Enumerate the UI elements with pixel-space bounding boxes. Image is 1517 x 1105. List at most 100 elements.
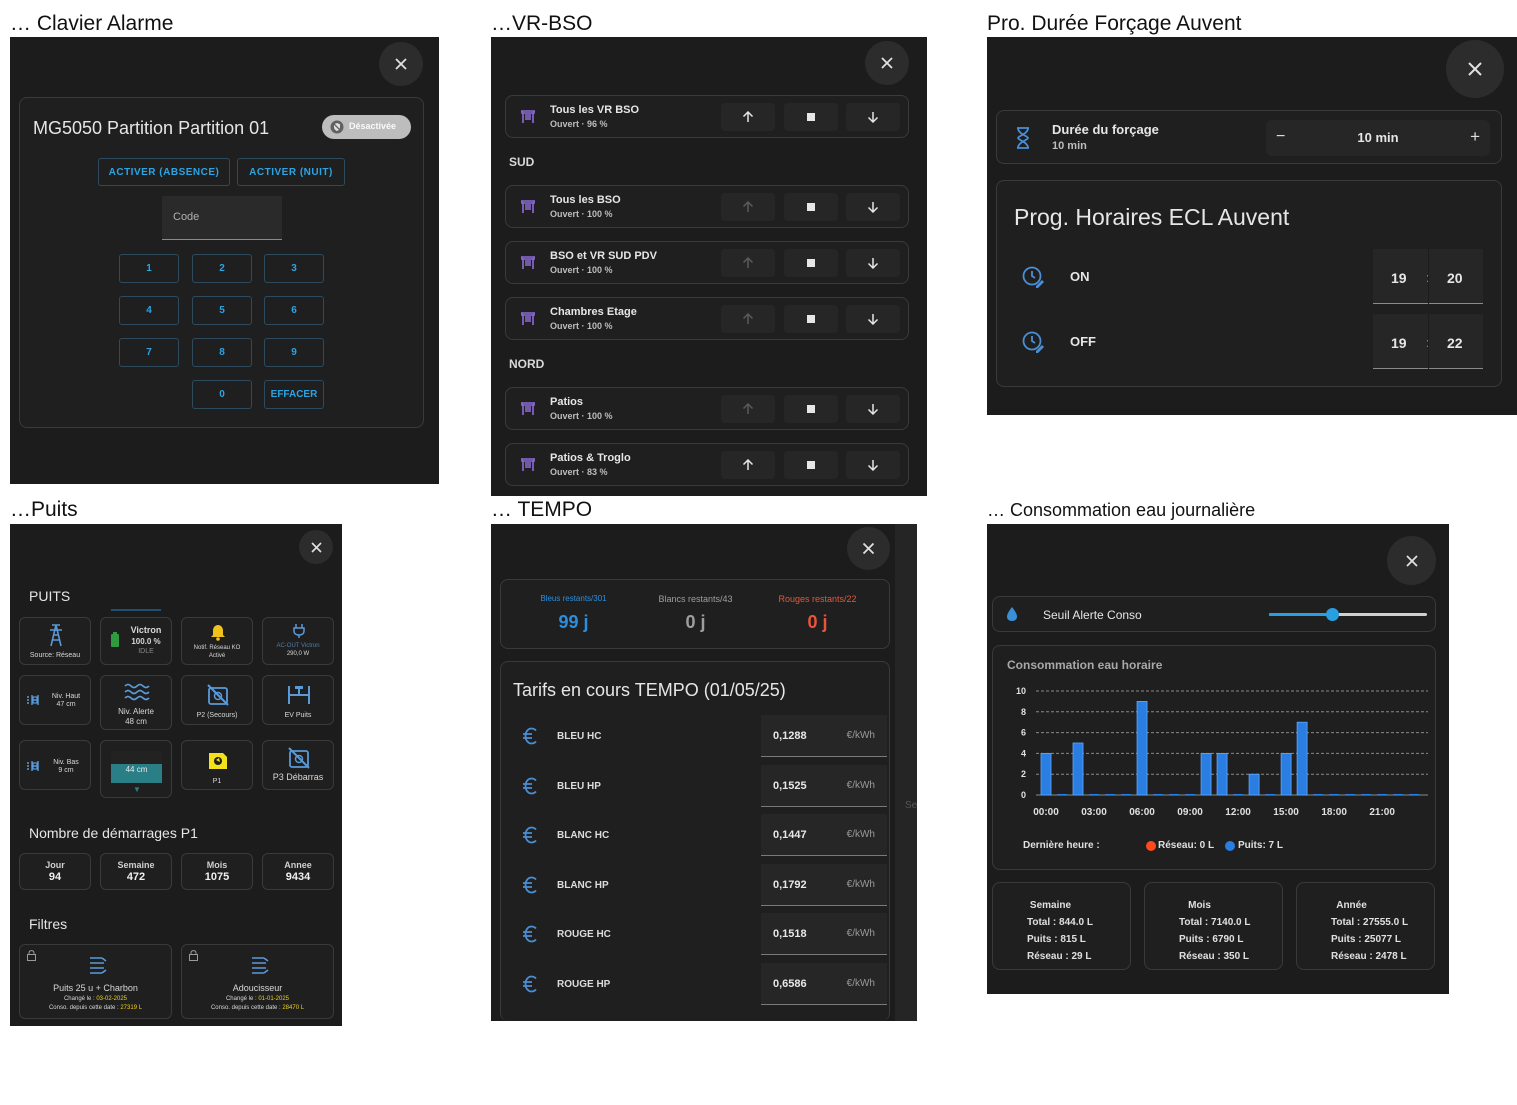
key-9[interactable]: 9 bbox=[264, 338, 324, 367]
close-cover-button[interactable] bbox=[846, 305, 900, 333]
close-button[interactable] bbox=[379, 42, 423, 86]
tarif-row: BLANC HP 0,1792 €/kWh bbox=[511, 863, 887, 906]
ev-label: EV Puits bbox=[284, 712, 312, 719]
stop-button[interactable] bbox=[784, 305, 838, 333]
tarif-name: ROUGE HC bbox=[557, 929, 611, 941]
close-button[interactable] bbox=[299, 530, 333, 564]
tile-niv-alerte[interactable]: Niv. Alerte 48 cm bbox=[100, 675, 172, 730]
close-cover-button[interactable] bbox=[846, 451, 900, 479]
tile-p2[interactable]: P2 (Secours) bbox=[181, 675, 253, 725]
close-button[interactable] bbox=[1446, 40, 1504, 98]
tile-niv-bas[interactable]: Niv. Bas 9 cm bbox=[19, 740, 91, 790]
clear-button[interactable]: EFFACER bbox=[264, 380, 324, 409]
tarif-field[interactable]: 0,1518 €/kWh bbox=[761, 913, 887, 956]
tile-source-label: Source: Réseau bbox=[29, 652, 81, 659]
clock-edit-icon bbox=[1022, 266, 1044, 288]
close-cover-button[interactable] bbox=[846, 193, 900, 221]
code-placeholder: Code bbox=[173, 211, 200, 223]
stop-button[interactable] bbox=[784, 451, 838, 479]
filter-card[interactable]: Adoucisseur Changé le : 01-01-2025 Conso… bbox=[181, 944, 334, 1019]
duration-sub: 10 min bbox=[1052, 140, 1087, 152]
close-icon bbox=[395, 58, 407, 70]
tile-victron[interactable]: Victron 100.0 % IDLE bbox=[100, 617, 172, 665]
acout-label: AC-OUT Victron bbox=[276, 643, 320, 649]
tarif-field[interactable]: 0,1288 €/kWh bbox=[761, 715, 887, 757]
close-button[interactable] bbox=[865, 41, 909, 85]
decrement-button[interactable]: − bbox=[1276, 128, 1286, 145]
cover-row[interactable]: Tous les BSO Ouvert · 100 % bbox=[505, 185, 909, 228]
cover-state: Ouvert · 96 % bbox=[550, 119, 608, 129]
stat-card-semaine: Semaine Total : 844.0 L Puits : 815 L Ré… bbox=[992, 882, 1131, 970]
key-7[interactable]: 7 bbox=[119, 338, 179, 367]
key-2[interactable]: 2 bbox=[192, 254, 252, 283]
open-button[interactable] bbox=[721, 193, 775, 221]
stop-button[interactable] bbox=[784, 249, 838, 277]
p1-label: P1 bbox=[212, 778, 222, 785]
filter-card[interactable]: Puits 25 u + Charbon Changé le : 03-02-2… bbox=[19, 944, 172, 1019]
duration-stepper[interactable]: − 10 min + bbox=[1266, 120, 1490, 156]
increment-button[interactable]: + bbox=[1470, 127, 1480, 146]
tarif-field[interactable]: 0,1525 €/kWh bbox=[761, 764, 887, 807]
niv-alerte-label: Niv. Alerte bbox=[118, 707, 154, 716]
close-cover-button[interactable] bbox=[846, 249, 900, 277]
cover-row[interactable]: Patios Ouvert · 100 % bbox=[505, 387, 909, 430]
close-icon bbox=[310, 541, 322, 553]
cover-row[interactable]: Tous les VR BSO Ouvert · 96 % bbox=[505, 95, 909, 138]
slider-thumb[interactable] bbox=[1326, 608, 1340, 621]
stop-button[interactable] bbox=[784, 103, 838, 131]
close-button[interactable] bbox=[847, 527, 890, 570]
key-3[interactable]: 3 bbox=[264, 254, 324, 283]
tarifs-title: Tarifs en cours TEMPO (01/05/25) bbox=[513, 680, 786, 700]
niv-haut-value: 47 cm bbox=[56, 701, 76, 708]
key-4[interactable]: 4 bbox=[119, 296, 179, 325]
close-cover-button[interactable] bbox=[846, 103, 900, 131]
tile-p1[interactable]: P1 bbox=[181, 740, 253, 790]
cover-row[interactable]: Patios & Troglo Ouvert · 83 % bbox=[505, 443, 909, 486]
open-button[interactable] bbox=[721, 395, 775, 423]
stat-card-mois: Mois Total : 7140.0 L Puits : 6790 L Rés… bbox=[1144, 882, 1283, 970]
open-button[interactable] bbox=[721, 103, 775, 131]
tile-notif[interactable]: Notif. Réseau KO Activé bbox=[181, 617, 253, 665]
tarif-field[interactable]: 0,6586 €/kWh bbox=[761, 963, 887, 1005]
valve-icon bbox=[288, 686, 310, 704]
close-button[interactable] bbox=[1387, 536, 1436, 585]
key-8[interactable]: 8 bbox=[192, 338, 252, 367]
key-1[interactable]: 1 bbox=[119, 254, 179, 283]
cover-row[interactable]: Chambres Etage Ouvert · 100 % bbox=[505, 297, 909, 340]
cover-row[interactable]: BSO et VR SUD PDV Ouvert · 100 % bbox=[505, 241, 909, 284]
tile-ev[interactable]: EV Puits bbox=[262, 675, 334, 725]
arm-night-button[interactable]: ACTIVER (NUIT) bbox=[237, 158, 345, 186]
key-5[interactable]: 5 bbox=[192, 296, 252, 325]
stop-icon bbox=[807, 461, 815, 469]
on-time-input[interactable]: 19 : 20 bbox=[1373, 249, 1483, 304]
stop-button[interactable] bbox=[784, 395, 838, 423]
stat-mois: Mois 1075 bbox=[181, 853, 253, 890]
open-button[interactable] bbox=[721, 451, 775, 479]
tile-acout[interactable]: AC-OUT Victron 290,0 W bbox=[262, 617, 334, 665]
caption-puits: …Puits bbox=[10, 498, 78, 521]
key-6[interactable]: 6 bbox=[264, 296, 324, 325]
code-input[interactable]: Code bbox=[162, 196, 282, 240]
off-time-input[interactable]: 19 : 22 bbox=[1373, 314, 1483, 369]
tile-source[interactable]: Source: Réseau bbox=[19, 617, 91, 665]
notif-state: Activé bbox=[208, 653, 226, 659]
key-0[interactable]: 0 bbox=[192, 380, 252, 409]
close-icon bbox=[1405, 554, 1418, 567]
close-cover-button[interactable] bbox=[846, 395, 900, 423]
prog-title: Prog. Horaires ECL Auvent bbox=[1014, 204, 1290, 230]
hourly-consumption-chart: 0 2 4 6 8 10 00:00 03:00 06:00 09:00 12:00 15:00 18:… bbox=[1016, 686, 1428, 818]
tarif-field[interactable]: 0,1792 €/kWh bbox=[761, 863, 887, 906]
stat-jour: Jour 94 bbox=[19, 853, 91, 890]
tile-level-gauge[interactable]: 44 cm ▼ bbox=[100, 740, 172, 798]
tank-fill bbox=[111, 764, 162, 783]
open-button[interactable] bbox=[721, 305, 775, 333]
arm-away-button[interactable]: ACTIVER (ABSENCE) bbox=[98, 158, 230, 186]
threshold-slider[interactable] bbox=[1269, 608, 1427, 621]
tarif-unit: €/kWh bbox=[846, 730, 875, 741]
tile-niv-haut[interactable]: Niv. Haut 47 cm bbox=[19, 675, 91, 725]
open-button[interactable] bbox=[721, 249, 775, 277]
tarif-field[interactable]: 0,1447 €/kWh bbox=[761, 814, 887, 857]
tile-p3[interactable]: P3 Débarras bbox=[262, 740, 334, 790]
stop-button[interactable] bbox=[784, 193, 838, 221]
waves-icon bbox=[124, 683, 150, 701]
